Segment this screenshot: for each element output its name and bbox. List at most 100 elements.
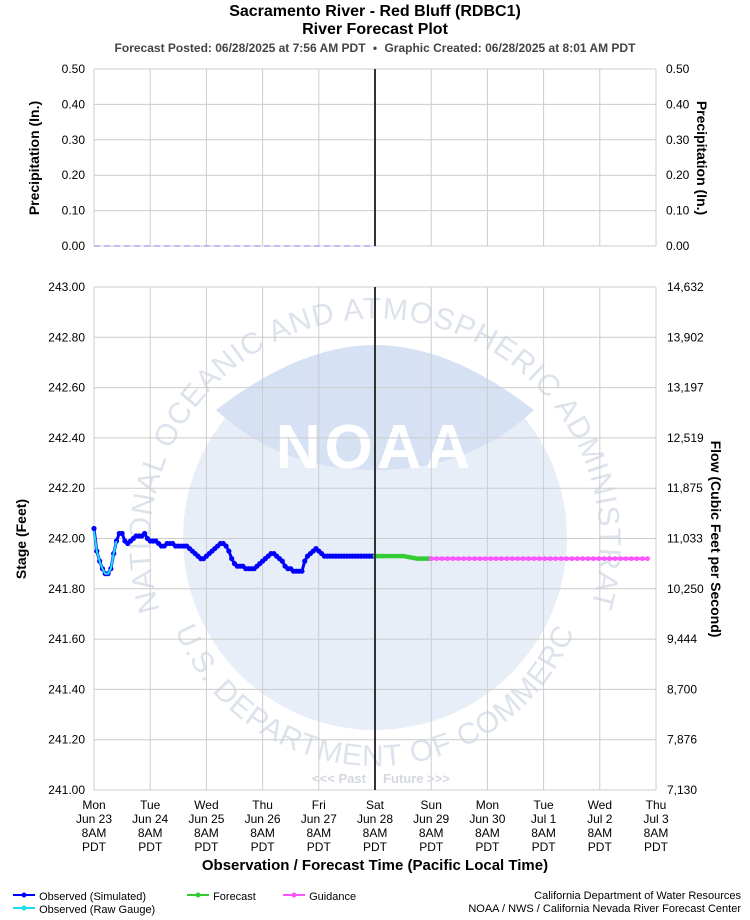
- legend-swatch-observed-raw: [13, 905, 35, 911]
- precip-tick-label-right: 0.30: [666, 133, 690, 147]
- flow-tick-label: 12,519: [667, 431, 704, 445]
- flow-tick-label: 7,130: [667, 783, 697, 797]
- point-observed-simulated: [223, 543, 229, 549]
- precip-tick-label: 0.20: [62, 168, 86, 182]
- precip-tick-label: 0.30: [62, 133, 86, 147]
- time-axis: Mon Jun 23 8AM PDT Tue Jun 24 8AM PDT Wed Jun 25 8…: [76, 798, 669, 854]
- x-tick-label: Tue Jun 24 8AM PDT: [132, 798, 168, 854]
- stage-tick-label: 242.00: [48, 532, 85, 546]
- precip-tick-label-right: 0.10: [666, 204, 690, 218]
- chart-timestamps: Forecast Posted: 06/28/2025 at 7:56 AM P…: [0, 41, 750, 55]
- point-observed-simulated: [141, 530, 148, 537]
- point-guidance: [445, 556, 450, 562]
- x-tick-label: Mon Jun 23 8AM PDT: [76, 798, 112, 854]
- point-guidance: [515, 556, 521, 562]
- point-guidance: [455, 556, 461, 562]
- point-guidance: [553, 556, 559, 562]
- stage-tick-label: 242.20: [48, 481, 85, 495]
- point-guidance: [428, 556, 434, 562]
- point-guidance: [564, 556, 569, 562]
- point-guidance: [618, 556, 623, 562]
- point-guidance: [472, 556, 477, 562]
- stage-axis-title: Stage (Feet): [13, 499, 29, 579]
- flow-axis-title: Flow (Cubic Feet per Second): [708, 441, 724, 638]
- x-tick-label: Wed Jun 25 8AM PDT: [188, 798, 224, 854]
- x-tick-label: Thu Jun 26 8AM PDT: [245, 798, 281, 854]
- x-tick-label: Wed Jul 2 8AM PDT: [587, 798, 613, 854]
- stage-tick-label: 242.60: [48, 381, 85, 395]
- precip-tick-label: 0.40: [62, 97, 86, 111]
- point-observed-simulated: [279, 558, 285, 564]
- legend-label: Forecast: [213, 891, 256, 903]
- stage-tick-label: 241.60: [48, 632, 85, 646]
- point-guidance: [628, 556, 634, 562]
- point-guidance: [493, 556, 499, 562]
- point-observed-simulated: [119, 530, 125, 537]
- timestamp-separator: •: [372, 41, 378, 55]
- precip-tick-label: 0.50: [62, 62, 86, 76]
- precip-axis-left: 0.50 0.40 0.30 0.20 0.10 0.00: [62, 62, 86, 253]
- point-guidance: [482, 556, 488, 562]
- series-line-observed-raw: [93, 530, 118, 575]
- flow-tick-label: 14,632: [667, 280, 704, 294]
- credit-dwr: California Department of Water Resources: [534, 890, 741, 902]
- stage-tick-label: 242.80: [48, 330, 85, 344]
- watermark-logo-text: NOAA: [276, 413, 475, 482]
- point-guidance: [580, 556, 586, 562]
- point-guidance: [607, 556, 613, 562]
- point-guidance: [461, 556, 467, 562]
- point-guidance: [504, 556, 510, 562]
- point-guidance: [434, 556, 440, 562]
- point-guidance: [542, 556, 548, 562]
- precip-axis-title-left: Precipitation (In.): [26, 101, 42, 215]
- legend-observed-simulated: Observed (Simulated): [12, 890, 146, 903]
- point-guidance: [634, 556, 640, 562]
- forecast-posted: Forecast Posted: 06/28/2025 at 7:56 AM P…: [114, 41, 366, 55]
- stage-tick-label: 241.40: [48, 682, 85, 696]
- point-guidance: [531, 556, 537, 562]
- legend-forecast: Forecast: [186, 890, 256, 903]
- precip-tick-label: 0.00: [62, 239, 86, 253]
- legend-label: Observed (Raw Gauge): [39, 904, 156, 916]
- stage-series: [91, 525, 650, 577]
- point-guidance: [639, 556, 645, 562]
- precip-tick-label-right: 0.50: [666, 62, 690, 76]
- flow-tick-label: 7,876: [667, 733, 697, 747]
- point-guidance: [601, 556, 607, 562]
- point-guidance: [612, 556, 618, 562]
- flow-tick-label: 11,033: [667, 532, 703, 546]
- flow-tick-label: 8,700: [667, 682, 697, 696]
- stage-axis-left: 243.00 242.80 242.60 242.40 242.20 242.00 241.…: [48, 280, 85, 797]
- future-label: Future >>>: [383, 771, 450, 786]
- point-guidance: [466, 556, 472, 562]
- legend-guidance: Guidance: [282, 890, 356, 903]
- point-guidance: [526, 556, 531, 562]
- flow-tick-label: 11,875: [667, 481, 703, 495]
- flow-axis-right: 14,632 13,902 13,197 12,519 11,875 11,033 10,2…: [667, 280, 704, 797]
- point-guidance: [591, 556, 596, 562]
- point-guidance: [596, 556, 602, 562]
- point-observed-simulated: [229, 556, 235, 562]
- point-guidance: [520, 556, 526, 562]
- x-tick-label: Sun Jun 29 8AM PDT: [413, 798, 449, 854]
- point-observed-simulated: [302, 558, 308, 564]
- legend-swatch-guidance: [283, 892, 305, 898]
- flow-tick-label: 13,197: [667, 381, 704, 395]
- point-guidance: [585, 556, 591, 562]
- point-guidance: [574, 556, 580, 562]
- legend-label: Guidance: [309, 891, 357, 903]
- stage-tick-label: 243.00: [48, 280, 85, 294]
- legend-swatch-forecast: [187, 892, 209, 898]
- point-observed-simulated: [226, 548, 232, 554]
- legend-label: Observed (Simulated): [39, 891, 147, 903]
- chart-subtitle: River Forecast Plot: [302, 21, 448, 38]
- stage-tick-label: 242.40: [48, 431, 85, 445]
- flow-tick-label: 13,902: [667, 330, 704, 344]
- point-guidance: [645, 556, 650, 562]
- point-guidance: [558, 556, 564, 562]
- flow-tick-label: 10,250: [667, 582, 704, 596]
- point-guidance: [536, 556, 542, 562]
- x-tick-label: Sat Jun 28 8AM PDT: [357, 798, 393, 854]
- x-axis-title: Observation / Forecast Time (Pacific Loc…: [202, 857, 548, 874]
